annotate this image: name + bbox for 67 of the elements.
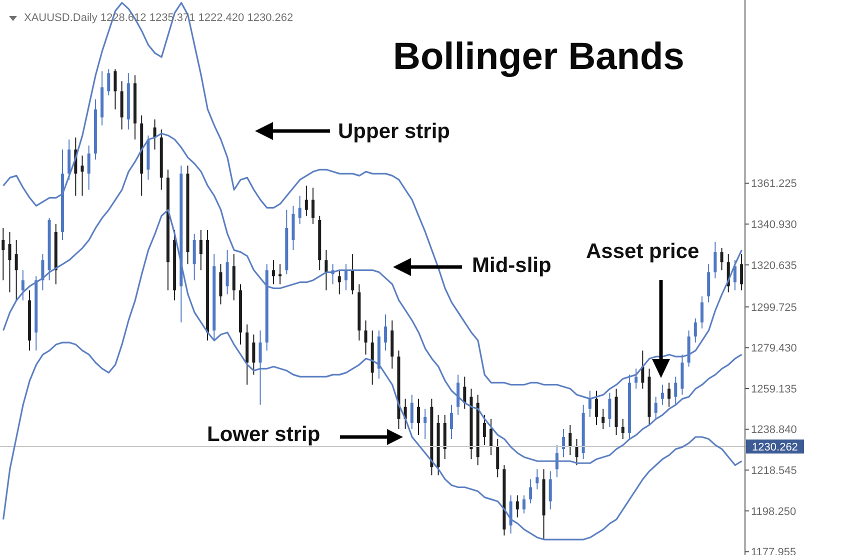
candlestick <box>733 260 736 291</box>
y-tick-label: 1299.725 <box>751 302 797 314</box>
candlestick <box>595 390 598 426</box>
y-tick-label: 1320.635 <box>751 260 797 272</box>
candlestick <box>674 376 678 406</box>
candlestick <box>258 330 262 406</box>
y-tick-label: 1259.135 <box>751 383 797 396</box>
candlestick <box>482 414 486 446</box>
candlestick <box>654 396 658 420</box>
annotation: Asset price <box>586 240 700 264</box>
y-tick-label: 1340.930 <box>751 218 797 231</box>
candlestick <box>298 195 302 224</box>
candlestick <box>700 296 704 329</box>
candlestick <box>608 392 612 428</box>
candlestick <box>14 240 18 301</box>
annotation: Lower strip <box>207 423 320 447</box>
candlestick <box>8 231 12 293</box>
candlestick <box>2 227 5 281</box>
annotation: Upper strip <box>338 120 450 144</box>
candlestick <box>575 438 578 466</box>
candlestick <box>199 229 202 271</box>
y-tick-label: 1218.545 <box>751 464 797 477</box>
candlestick <box>720 248 724 271</box>
candlestick <box>621 418 624 440</box>
candlestick <box>312 187 315 224</box>
candlestick <box>424 408 427 440</box>
candlestick <box>87 145 90 190</box>
text: Bollinger Bands <box>393 36 684 79</box>
annotation: Mid-slip <box>472 254 552 278</box>
ref-line-label: 1230.262 <box>752 442 798 454</box>
candlestick <box>740 254 744 291</box>
candlestick <box>529 478 532 504</box>
candlestick <box>562 428 566 458</box>
candlestick <box>714 242 717 279</box>
candlestick <box>490 418 493 456</box>
candlestick <box>21 270 24 301</box>
candlestick <box>351 254 354 295</box>
y-tick-label: 1361.225 <box>751 178 797 190</box>
candlestick <box>694 318 697 344</box>
candlestick <box>272 260 275 285</box>
candlestick <box>634 368 638 390</box>
candlestick <box>568 424 572 456</box>
y-tick-label: 1198.250 <box>751 506 796 518</box>
candlestick <box>516 494 519 518</box>
candlestick <box>107 68 110 96</box>
candlestick <box>384 314 388 352</box>
y-tick-label: 1279.430 <box>751 342 797 355</box>
candlestick <box>522 494 526 514</box>
candlestick <box>536 468 539 490</box>
candlestick <box>450 404 453 440</box>
candlestick <box>338 270 341 295</box>
candlestick <box>410 394 414 430</box>
candlestick <box>548 470 552 510</box>
y-tick-label: 1238.840 <box>751 424 797 436</box>
candlestick <box>602 408 605 430</box>
candlestick <box>660 384 664 406</box>
candlestick <box>252 334 256 376</box>
candlestick <box>324 250 328 291</box>
candlestick <box>668 382 671 408</box>
candlestick <box>278 264 282 285</box>
candlestick <box>114 68 117 110</box>
candlestick <box>463 376 466 410</box>
candlestick <box>304 185 308 216</box>
candlestick <box>80 155 84 196</box>
candlestick <box>496 438 500 478</box>
candlestick <box>364 320 368 356</box>
candlestick <box>417 398 420 436</box>
